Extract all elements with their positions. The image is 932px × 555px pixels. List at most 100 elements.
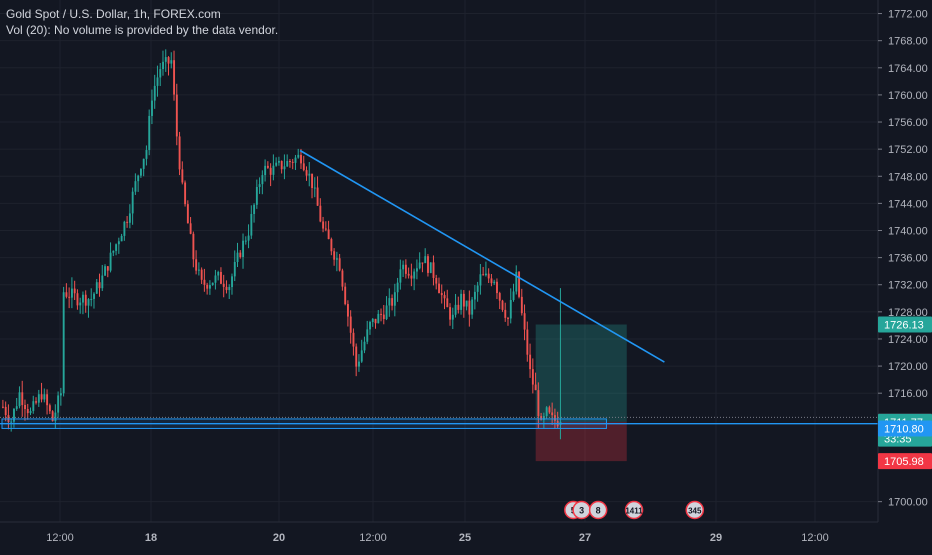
candle: [104, 264, 107, 277]
candle-body: [228, 287, 231, 291]
candle-body: [302, 163, 305, 171]
candle-body: [258, 184, 261, 188]
candle-body: [126, 221, 129, 223]
candle-body: [93, 293, 95, 299]
candle: [79, 297, 82, 314]
candle: [515, 265, 518, 295]
candle: [164, 49, 167, 72]
candle-body: [476, 285, 479, 292]
candle-body: [468, 300, 471, 315]
chart-title: Gold Spot / U.S. Dollar, 1h, FOREX.com: [6, 7, 221, 21]
price-label-text: 1705.98: [884, 456, 924, 468]
candle-body: [211, 282, 214, 286]
candle-body: [134, 181, 137, 192]
candle: [349, 310, 352, 344]
price-label-bg: [878, 453, 932, 470]
candle: [236, 242, 239, 268]
candle-body: [507, 317, 509, 319]
candle: [291, 158, 294, 170]
candle-body: [416, 268, 418, 272]
candle: [181, 161, 184, 185]
candle-body: [120, 235, 123, 242]
candle-body: [457, 304, 460, 310]
candle: [551, 402, 554, 425]
candle: [347, 300, 349, 327]
candle-body: [545, 407, 548, 417]
candle-body: [462, 293, 465, 307]
candle: [258, 177, 261, 194]
candle-body: [82, 294, 84, 303]
candle: [509, 288, 512, 324]
candle-body: [250, 213, 253, 236]
candle: [184, 180, 187, 207]
candle: [311, 173, 314, 199]
trendline: [299, 149, 665, 363]
candle-body: [380, 313, 383, 315]
candle-body: [239, 252, 242, 258]
candle-body: [84, 294, 87, 306]
candle-body: [360, 350, 363, 362]
candle: [504, 302, 507, 322]
candle: [37, 389, 40, 407]
price-label-text: 1710.80: [884, 423, 924, 435]
candle: [233, 250, 236, 282]
candle-body: [330, 239, 333, 252]
price-label-bg: [878, 420, 932, 437]
candle-body: [253, 204, 256, 214]
candle: [126, 216, 129, 228]
candle: [313, 177, 316, 198]
candle-body: [206, 284, 209, 289]
candle: [545, 406, 548, 419]
candle-body: [418, 262, 421, 269]
candle: [498, 291, 501, 310]
candle: [59, 387, 62, 406]
candle: [305, 166, 308, 181]
candle-body: [21, 392, 24, 405]
candle-body: [145, 150, 148, 159]
candle-body: [435, 277, 438, 284]
candle: [316, 176, 319, 206]
candle: [473, 285, 476, 310]
candle-body: [71, 288, 73, 298]
candle-body: [454, 304, 457, 315]
candle: [454, 293, 457, 318]
chart-legend: Gold Spot / U.S. Dollar, 1h, FOREX.com V…: [6, 6, 278, 38]
candle-body: [151, 100, 153, 116]
candle-body: [65, 292, 68, 297]
candle-body: [244, 240, 247, 242]
candle: [192, 231, 195, 268]
candle: [380, 308, 383, 322]
candle: [487, 268, 490, 284]
candle: [399, 259, 402, 290]
candle-body: [369, 322, 371, 330]
candle: [501, 299, 504, 312]
candle-body: [112, 250, 115, 253]
x-tick-label: 29: [710, 532, 722, 544]
candle-body: [272, 165, 275, 175]
candle: [278, 156, 280, 166]
candle-body: [385, 305, 388, 320]
candle-body: [162, 61, 164, 70]
candle: [280, 160, 283, 174]
candle: [338, 253, 341, 272]
y-tick-label: 1720.00: [888, 361, 928, 373]
candle-body: [178, 136, 181, 170]
candle: [363, 336, 366, 354]
x-tick-label: 20: [273, 532, 285, 544]
candle-body: [164, 57, 167, 62]
candle-body: [366, 329, 369, 342]
candle-body: [255, 187, 258, 205]
candle: [43, 388, 46, 403]
time-axis-panel: [0, 522, 932, 550]
candle-body: [485, 273, 487, 276]
event-badge-circle: [624, 500, 644, 520]
candle-body: [115, 244, 118, 251]
price-label: 1726.13: [878, 316, 932, 333]
candle: [289, 159, 291, 168]
candle-body: [531, 369, 534, 385]
candle: [374, 318, 377, 329]
candle: [261, 170, 264, 195]
